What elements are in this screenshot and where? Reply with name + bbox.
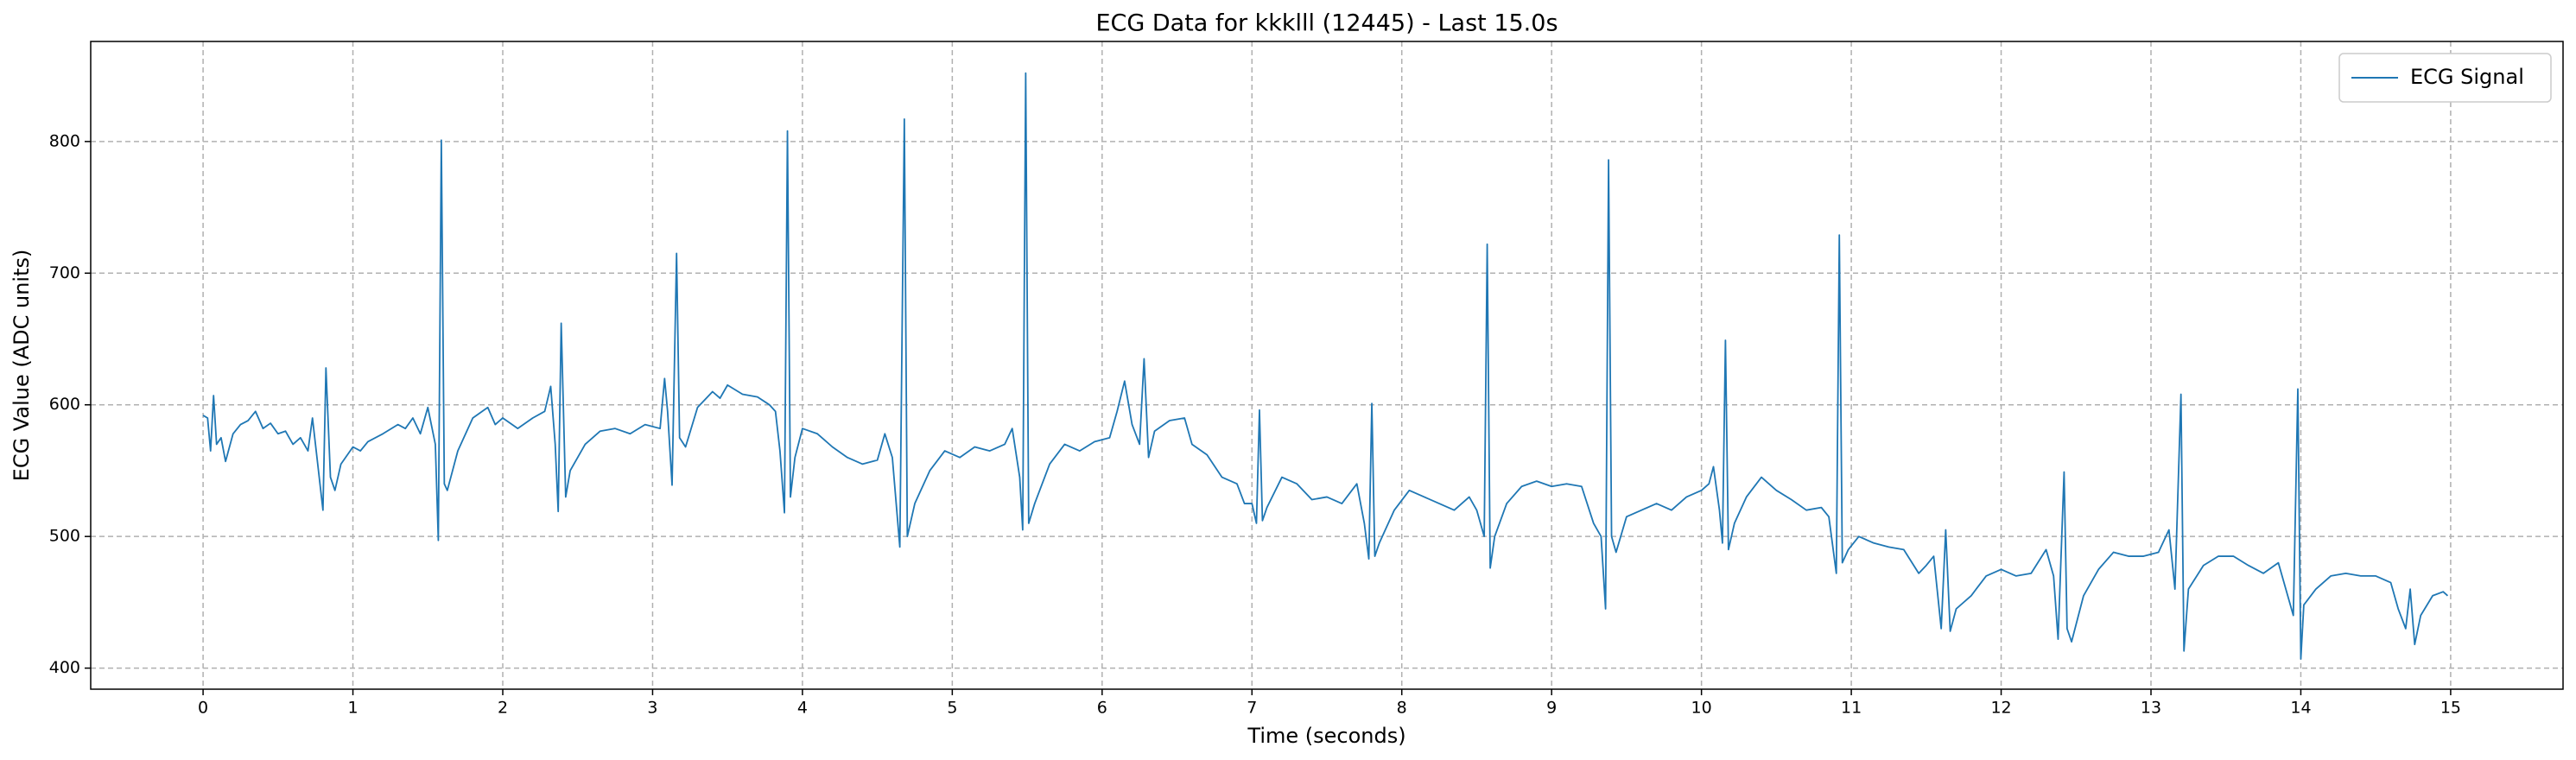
x-axis-label: Time (seconds): [1247, 724, 1405, 748]
chart-title: ECG Data for kkklll (12445) - Last 15.0s: [1095, 10, 1558, 37]
legend-box: [2338, 53, 2552, 103]
x-tick-label: 8: [1397, 699, 1407, 718]
line: [202, 72, 2449, 660]
y-axis-label: ECG Value (ADC units): [10, 250, 34, 482]
legend-label: ECG Signal: [2410, 65, 2524, 89]
x-tick-label: 6: [1097, 699, 1107, 718]
x-tick-label: 15: [2440, 699, 2461, 718]
y-tick-label: 800: [49, 131, 80, 150]
x-tick-label: 4: [797, 699, 808, 718]
x-tick-label: 3: [647, 699, 657, 718]
x-tick-label: 14: [2290, 699, 2311, 718]
y-tick-label: 400: [49, 658, 80, 677]
y-tick-label: 500: [49, 527, 80, 546]
y-tick-label: 600: [49, 395, 80, 414]
x-tick-label: 9: [1546, 699, 1557, 718]
y-tick-label: 700: [49, 263, 80, 282]
x-tick-label: 2: [498, 699, 508, 718]
x-tick-label: 10: [1691, 699, 1712, 718]
x-tick-label: 5: [947, 699, 957, 718]
x-tick-label: 1: [347, 699, 358, 718]
x-tick-label: 7: [1247, 699, 1257, 718]
x-tick-label: 13: [2141, 699, 2161, 718]
plot-frame: [90, 41, 2564, 690]
x-tick-label: 0: [198, 699, 208, 718]
x-tick-label: 11: [1841, 699, 1862, 718]
x-tick-label: 12: [1990, 699, 2011, 718]
